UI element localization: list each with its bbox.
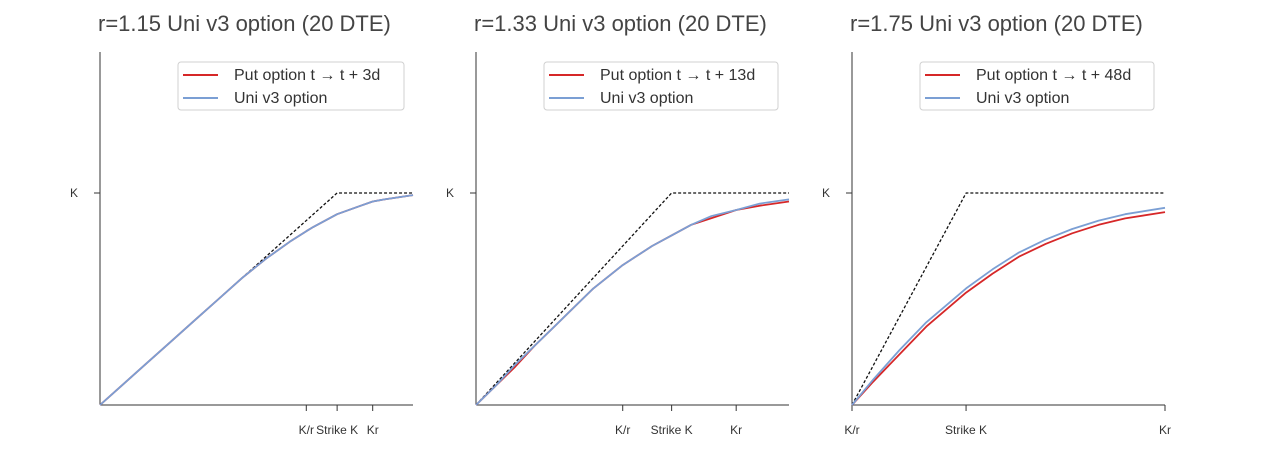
chart-panel-1: r=1.15 Uni v3 option (20 DTE) K K/r Strike … — [70, 11, 414, 437]
legend-box — [919, 61, 1155, 111]
put-option-line — [851, 211, 1166, 406]
legend-label: Uni v3 option — [234, 90, 327, 107]
legend-box — [177, 61, 405, 111]
x-tick-label: Kr — [367, 423, 379, 437]
put-option-line — [475, 200, 790, 406]
univ3-option-line — [475, 198, 790, 406]
legend-label: Uni v3 option — [600, 90, 693, 107]
legend-label: Put option t → t + 13d — [600, 67, 755, 84]
x-tick-label: K/r — [299, 423, 314, 437]
x-tick-label: Kr — [1159, 423, 1171, 437]
x-tick-label: K/r — [615, 423, 630, 437]
chart-title: r=1.75 Uni v3 option (20 DTE) — [850, 11, 1143, 36]
legend-label: Put option t → t + 3d — [234, 67, 380, 84]
payoff-dashed-line — [851, 192, 1165, 406]
y-tick-label: K — [822, 186, 830, 200]
legend-box — [543, 61, 779, 111]
chart-title: r=1.15 Uni v3 option (20 DTE) — [98, 11, 391, 36]
chart-title: r=1.33 Uni v3 option (20 DTE) — [474, 11, 767, 36]
payoff-dashed-line — [475, 192, 789, 406]
y-tick-label: K — [70, 186, 78, 200]
x-tick-label: K/r — [844, 423, 859, 437]
x-tick-label: Kr — [730, 423, 742, 437]
x-tick-label: Strike K — [316, 423, 358, 437]
legend-label: Put option t → t + 48d — [976, 67, 1131, 84]
legend-label: Uni v3 option — [976, 90, 1069, 107]
x-tick-label: Strike K — [651, 423, 693, 437]
x-tick-label: Strike K — [945, 423, 987, 437]
chart-panel-2: r=1.33 Uni v3 option (20 DTE) K K/r Strike … — [446, 11, 790, 437]
payoff-dashed-line — [99, 192, 413, 406]
univ3-option-line — [851, 206, 1166, 406]
chart-panel-3: r=1.75 Uni v3 option (20 DTE) K K/r Strike … — [822, 11, 1171, 437]
univ3-option-line — [99, 194, 414, 406]
put-option-line — [99, 194, 414, 406]
y-tick-label: K — [446, 186, 454, 200]
